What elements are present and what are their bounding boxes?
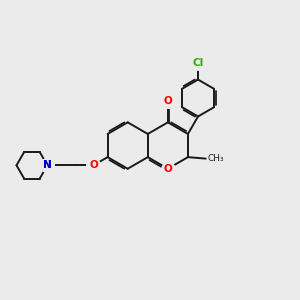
Text: N: N bbox=[43, 160, 52, 170]
Text: O: O bbox=[164, 96, 172, 106]
Text: N: N bbox=[43, 160, 52, 170]
Text: CH₃: CH₃ bbox=[208, 154, 224, 163]
Text: Cl: Cl bbox=[192, 58, 204, 68]
Text: O: O bbox=[164, 164, 172, 174]
Text: O: O bbox=[89, 160, 98, 170]
